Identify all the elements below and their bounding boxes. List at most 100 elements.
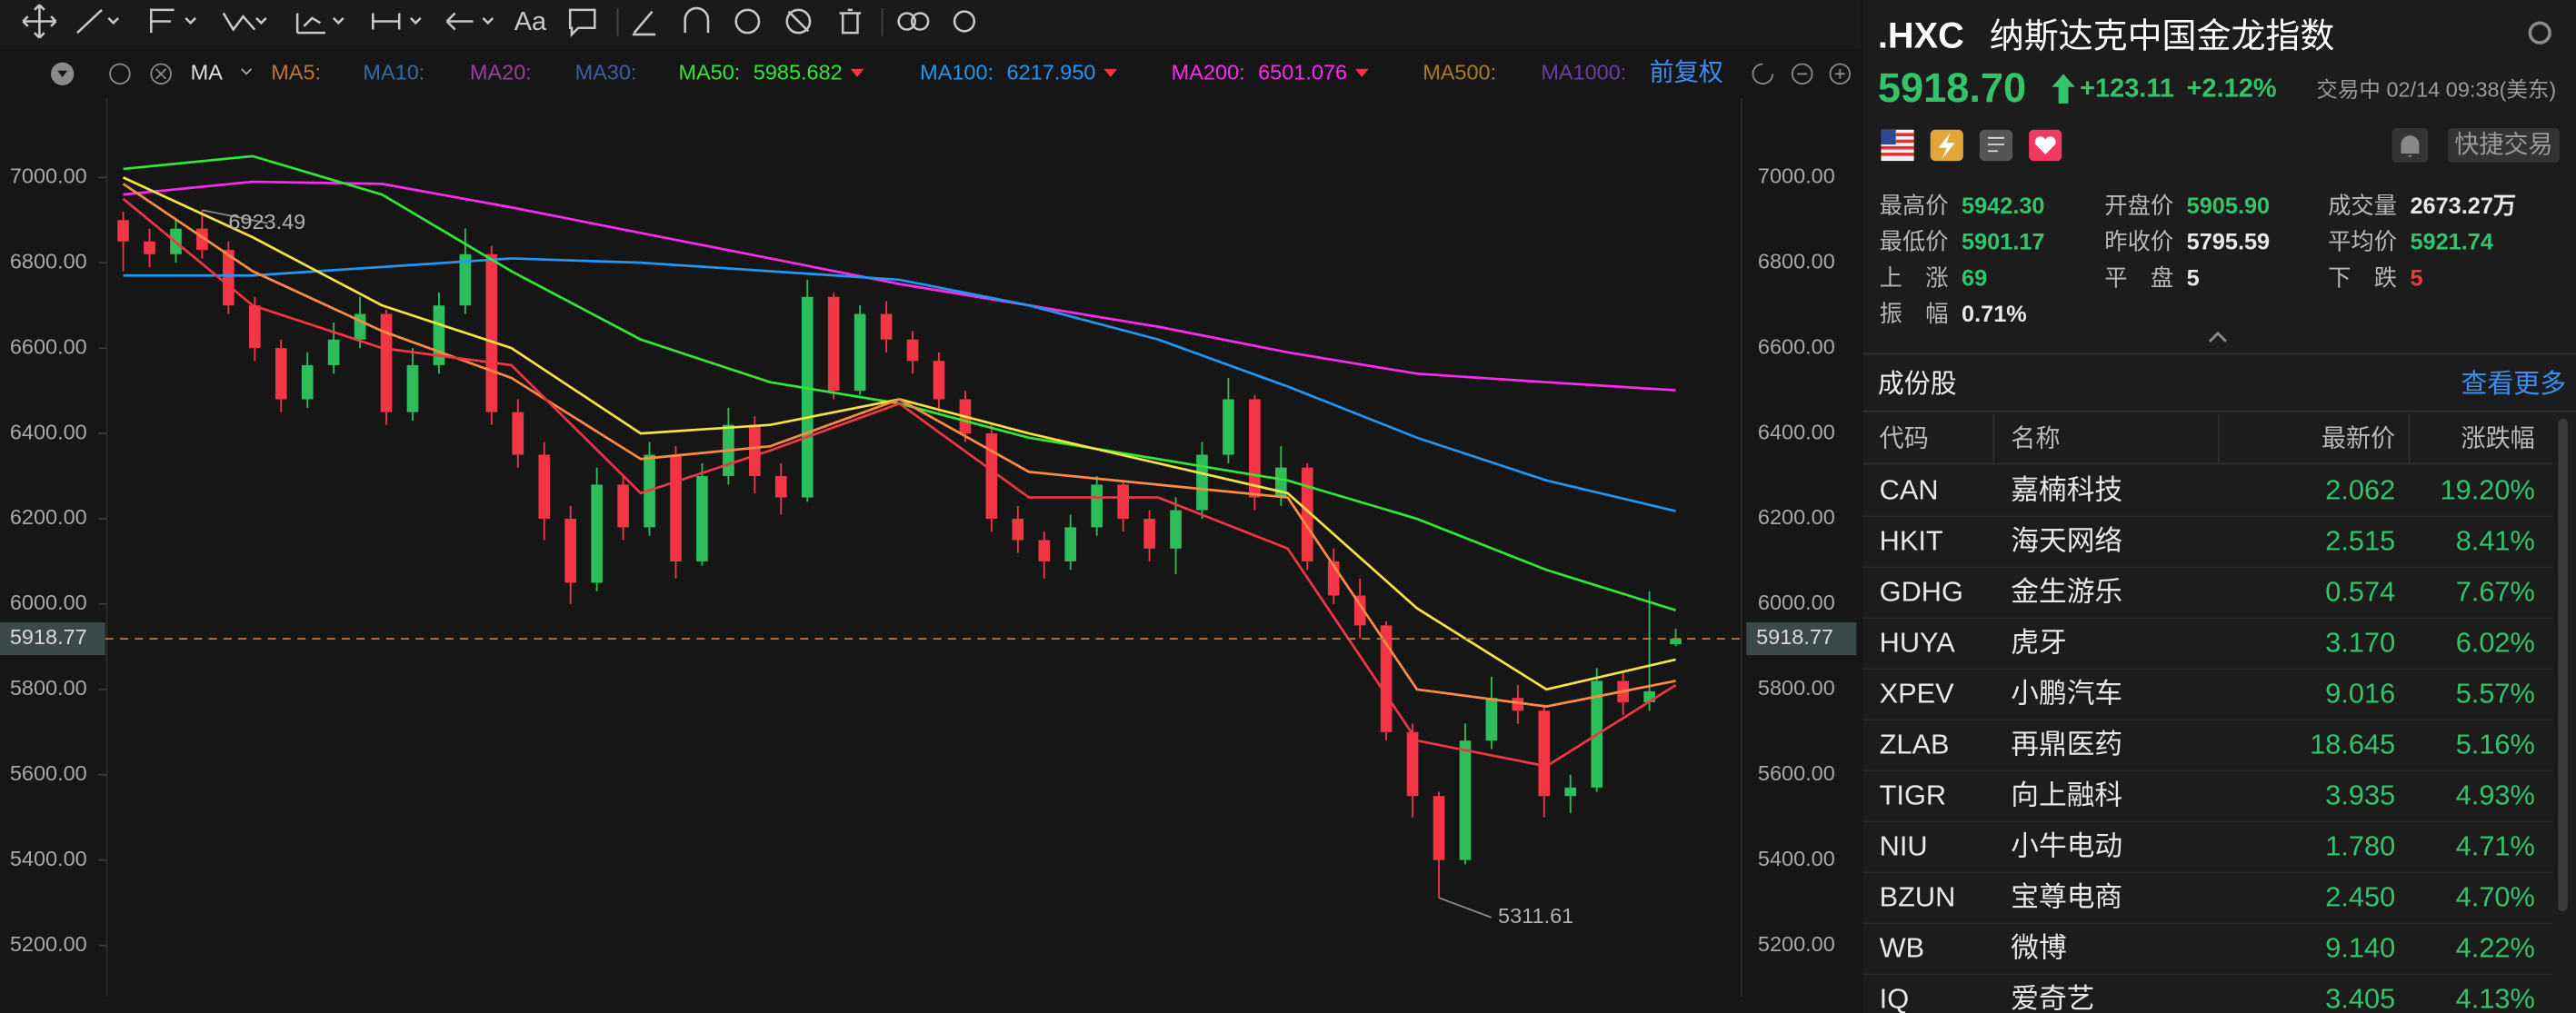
fib-tool[interactable] <box>150 8 175 34</box>
y-tick-label-right: 6400.00 <box>1758 420 1835 443</box>
cell[interactable]: 1.780 <box>2325 830 2396 862</box>
cell[interactable]: 4.22% <box>2455 932 2535 964</box>
cell[interactable]: 3.405 <box>2325 983 2396 1013</box>
measure-tool[interactable] <box>295 13 325 35</box>
cell[interactable]: 8.41% <box>2455 525 2535 557</box>
adjust-mode[interactable]: 前复权 <box>1650 57 1723 85</box>
cell[interactable]: 7.67% <box>2455 576 2535 608</box>
cell[interactable]: 海天网络 <box>2011 525 2123 557</box>
cell[interactable]: 19.20% <box>2440 474 2535 506</box>
cell[interactable]: 18.645 <box>2310 729 2396 760</box>
cell[interactable]: 6.02% <box>2455 627 2535 659</box>
dropdown[interactable] <box>409 16 422 25</box>
cell[interactable]: 4.70% <box>2455 881 2535 913</box>
cell[interactable]: 5.57% <box>2455 678 2535 710</box>
cell[interactable]: 2.450 <box>2325 881 2396 913</box>
scrollbar[interactable] <box>2558 418 2568 911</box>
stat-label: 昨收价 <box>2104 228 2174 255</box>
alert-button[interactable] <box>2391 127 2429 164</box>
text-tool[interactable]: Aa <box>514 7 547 36</box>
cell[interactable]: 4.13% <box>2455 983 2535 1013</box>
magnet-tool[interactable] <box>684 6 710 34</box>
candle-body <box>1196 454 1208 511</box>
cell[interactable]: 9.016 <box>2325 678 2396 710</box>
compare-tool[interactable] <box>910 12 930 31</box>
hide-tool[interactable] <box>785 8 812 35</box>
eye-tool[interactable] <box>734 8 761 35</box>
collapse-stats[interactable] <box>2205 328 2232 344</box>
cell[interactable]: BZUN <box>1879 881 1956 913</box>
cell[interactable]: CAN <box>1879 474 1939 506</box>
cell[interactable]: 嘉楠科技 <box>2011 474 2123 506</box>
more-link[interactable]: 查看更多 <box>2461 371 2567 400</box>
cell[interactable]: 小牛电动 <box>2011 830 2123 862</box>
candle-body <box>301 364 314 400</box>
dropdown[interactable] <box>482 16 494 25</box>
pattern-tool[interactable] <box>222 12 256 32</box>
cell[interactable]: ZLAB <box>1879 729 1950 760</box>
stat-value: 5901.17 <box>1962 228 2045 255</box>
cell[interactable]: HKIT <box>1879 525 1943 557</box>
candle-body <box>1406 731 1419 797</box>
dropdown[interactable] <box>333 16 344 25</box>
cell[interactable]: 宝尊电商 <box>2011 881 2123 913</box>
settings-tool[interactable] <box>953 10 976 33</box>
hide-slash <box>787 10 810 33</box>
settings-icon[interactable] <box>2523 16 2556 49</box>
cell[interactable]: 2.515 <box>2325 525 2396 557</box>
y-tick-label: 5800.00 <box>10 676 87 700</box>
cell[interactable]: NIU <box>1879 830 1928 862</box>
y-tick-label-right: 6600.00 <box>1758 334 1835 358</box>
move-icon[interactable] <box>22 4 57 39</box>
range-tool[interactable] <box>372 13 401 30</box>
quick-trade[interactable]: 快捷交易 <box>2448 127 2560 163</box>
zoom-out[interactable] <box>1791 63 1813 85</box>
cell[interactable]: 虎牙 <box>2011 627 2067 659</box>
cell[interactable]: 向上融科 <box>2011 780 2123 811</box>
ma-line <box>123 180 1676 392</box>
ma-legend-arrow <box>1355 68 1369 77</box>
cell[interactable]: 4.71% <box>2455 830 2535 862</box>
compare-tool[interactable] <box>897 12 916 31</box>
stat-label: 振 幅 <box>1879 300 1949 327</box>
row-divider <box>1862 719 2553 721</box>
cell[interactable]: 4.93% <box>2455 780 2535 811</box>
indicator-close[interactable] <box>150 63 172 85</box>
cell[interactable]: 5.16% <box>2455 729 2535 760</box>
dropdown[interactable] <box>185 16 196 25</box>
dropdown[interactable] <box>107 16 120 25</box>
cell[interactable]: 爱奇艺 <box>2011 983 2095 1013</box>
pen-tool[interactable] <box>632 10 656 36</box>
indicator-settings[interactable] <box>109 63 131 85</box>
y-tick-label-right: 7000.00 <box>1758 164 1835 188</box>
y-tick-label-right: 6000.00 <box>1758 591 1835 614</box>
zoom-in[interactable] <box>1829 63 1852 85</box>
reset-button[interactable] <box>1752 63 1774 85</box>
cell[interactable]: XPEV <box>1879 678 1954 710</box>
badges <box>1881 129 2062 162</box>
dropdown[interactable] <box>255 16 267 25</box>
cell[interactable]: 2.062 <box>2325 474 2396 506</box>
dropdown[interactable] <box>241 68 253 75</box>
arrow-tool[interactable] <box>445 12 474 31</box>
cell[interactable]: 9.140 <box>2325 932 2396 964</box>
cell[interactable]: 0.574 <box>2325 576 2396 608</box>
cell[interactable]: 3.170 <box>2325 627 2396 659</box>
cell[interactable]: HUYA <box>1879 627 1955 659</box>
delete-tool[interactable] <box>839 8 862 35</box>
note-tool[interactable] <box>568 8 596 38</box>
cell[interactable]: 3.935 <box>2325 780 2396 811</box>
indicator-name[interactable]: MA <box>191 61 224 84</box>
y-tick-label-right: 5200.00 <box>1758 932 1835 956</box>
plus <box>1834 68 1845 79</box>
cell[interactable]: WB <box>1879 932 1925 964</box>
line-tool[interactable] <box>76 8 103 35</box>
cell[interactable]: 微博 <box>2011 932 2067 964</box>
cell[interactable]: 金生游乐 <box>2011 576 2123 608</box>
cell[interactable]: TIGR <box>1879 780 1947 811</box>
cell[interactable]: 再鼎医药 <box>2011 729 2123 760</box>
cell[interactable]: IQ <box>1879 983 1910 1013</box>
cell[interactable]: 小鹏汽车 <box>2011 678 2123 710</box>
ma-legend-label: MA5: <box>271 61 321 84</box>
cell[interactable]: GDHG <box>1879 576 1963 608</box>
